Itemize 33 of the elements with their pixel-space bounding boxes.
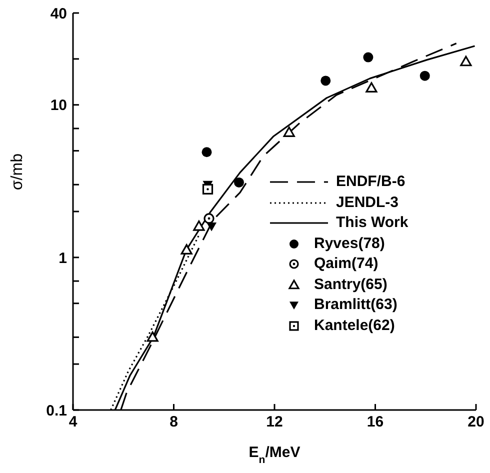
legend-label: This Work: [336, 213, 408, 233]
y-tick-label: 1: [58, 250, 67, 267]
y-axis-title: σ/mb: [9, 153, 26, 190]
point: [206, 222, 217, 232]
legend-label: Ryves(78): [314, 234, 385, 254]
point: [202, 184, 214, 195]
x-tick-label: 4: [68, 414, 78, 431]
legend-label: Santry(65): [314, 274, 388, 294]
point: [420, 70, 430, 81]
point: [363, 52, 374, 62]
point: [146, 331, 158, 342]
point: [320, 76, 331, 86]
point: [180, 244, 192, 254]
x-axis-title: E$_{n}$/MeV: [248, 444, 300, 466]
legend-label: Qaim(74): [314, 254, 378, 274]
legend-label: ENDF/B-6: [336, 172, 406, 192]
point: [204, 213, 214, 224]
y-tick-label: 40: [50, 5, 67, 22]
legend-label: Bramlitt(63): [314, 295, 398, 315]
legend-label: JENDL-3: [336, 192, 399, 212]
point: [366, 82, 378, 93]
x-tick-label: 8: [170, 414, 178, 431]
point: [234, 177, 244, 188]
x-tick-label: 16: [366, 414, 384, 431]
point: [202, 147, 212, 158]
y-tick-label: 0.1: [46, 402, 67, 420]
legend-label: Kantele(62): [314, 316, 395, 336]
x-tick-label: 12: [266, 414, 283, 431]
x-tick-label: 20: [468, 414, 484, 431]
point: [193, 220, 205, 231]
point: [283, 126, 295, 137]
y-tick-label: 10: [50, 97, 67, 114]
point: [460, 56, 472, 66]
